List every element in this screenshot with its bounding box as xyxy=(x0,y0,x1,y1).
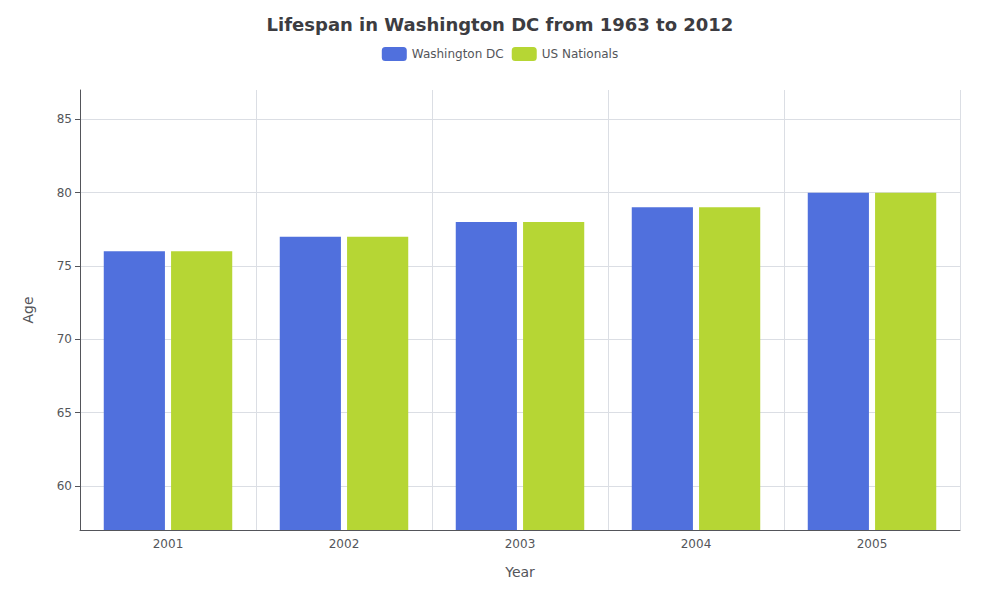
svg-text:Age: Age xyxy=(20,296,36,323)
svg-text:2004: 2004 xyxy=(681,537,712,551)
svg-text:70: 70 xyxy=(57,332,72,346)
svg-text:Year: Year xyxy=(504,564,535,580)
svg-text:65: 65 xyxy=(57,406,72,420)
svg-text:2002: 2002 xyxy=(329,537,360,551)
svg-text:85: 85 xyxy=(57,112,72,126)
svg-text:Washington DC: Washington DC xyxy=(412,47,504,61)
svg-text:80: 80 xyxy=(57,186,72,200)
svg-text:75: 75 xyxy=(57,259,72,273)
svg-text:2001: 2001 xyxy=(153,537,184,551)
svg-text:2005: 2005 xyxy=(857,537,888,551)
svg-text:2003: 2003 xyxy=(505,537,536,551)
svg-text:Lifespan in Washington DC from: Lifespan in Washington DC from 1963 to 2… xyxy=(267,14,734,35)
svg-text:US Nationals: US Nationals xyxy=(542,47,618,61)
svg-text:60: 60 xyxy=(57,479,72,493)
